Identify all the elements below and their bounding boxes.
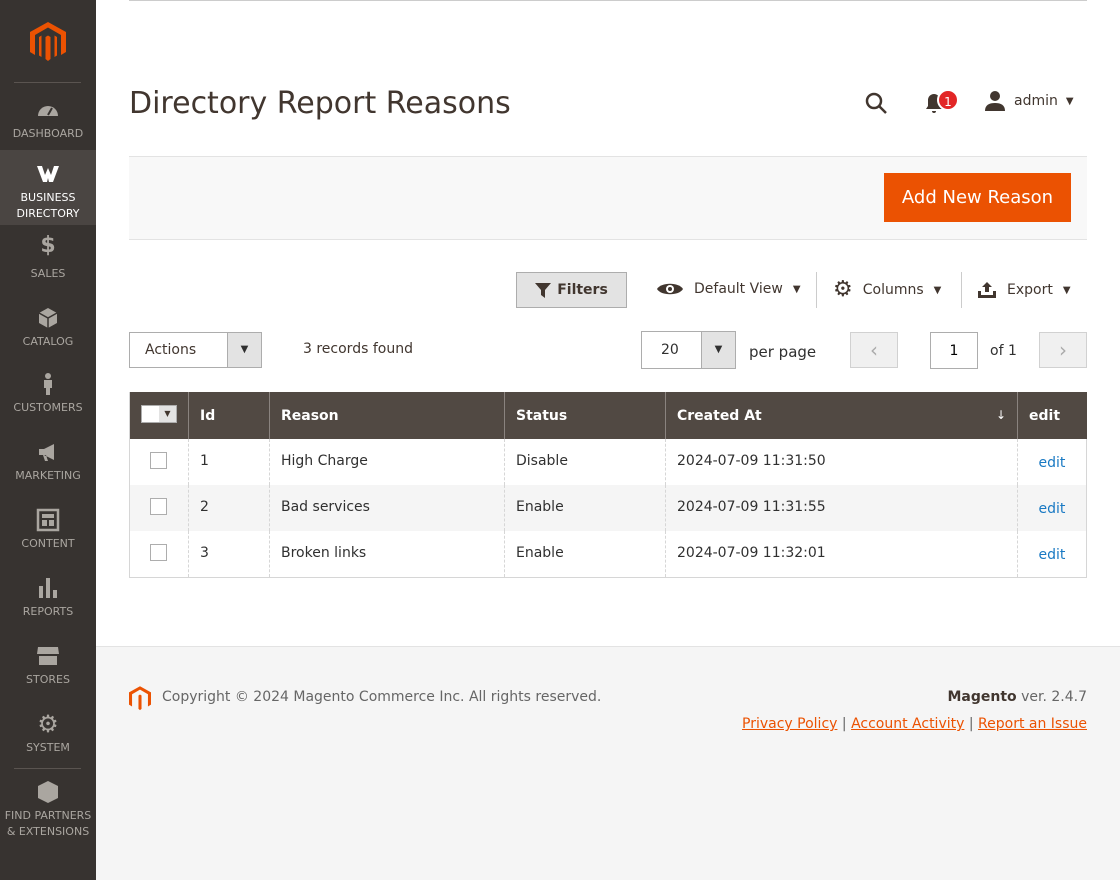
- sidebar-item-find-partners[interactable]: FIND PARTNERS & EXTENSIONS: [0, 780, 96, 840]
- column-header-edit: edit: [1017, 392, 1087, 439]
- column-header-created-at[interactable]: Created At ↓: [665, 392, 1018, 439]
- footer: Copyright © 2024 Magento Commerce Inc. A…: [96, 646, 1120, 880]
- chevron-left-icon: ‹: [870, 338, 878, 362]
- dollar-icon: $: [40, 233, 56, 258]
- search-icon[interactable]: [864, 91, 888, 115]
- mass-actions-select[interactable]: Actions ▼: [129, 332, 262, 368]
- sidebar-item-stores[interactable]: STORES: [0, 644, 96, 688]
- per-page-select[interactable]: 20 ▼: [641, 331, 736, 369]
- filters-button[interactable]: Filters: [516, 272, 627, 308]
- columns-button[interactable]: ⚙ Columns ▼: [833, 277, 942, 302]
- notification-count: 1: [937, 89, 959, 111]
- footer-links: Privacy Policy | Account Activity | Repo…: [742, 716, 1087, 732]
- privacy-policy-link[interactable]: Privacy Policy: [742, 716, 838, 732]
- sidebar-item-catalog[interactable]: CATALOG: [0, 306, 96, 350]
- gear-icon: ⚙: [833, 277, 853, 302]
- sidebar-item-content[interactable]: CONTENT: [0, 508, 96, 552]
- sidebar-item-business-directory[interactable]: BUSINESS DIRECTORY: [0, 150, 96, 225]
- column-header-id[interactable]: Id: [188, 392, 270, 439]
- copyright: Copyright © 2024 Magento Commerce Inc. A…: [162, 689, 602, 705]
- business-directory-icon: [37, 166, 59, 182]
- table-row: 2 Bad services Enable 2024-07-09 11:31:55 ed…: [129, 485, 1087, 531]
- magento-footer-logo: [129, 686, 151, 711]
- previous-page-button[interactable]: ‹: [850, 332, 898, 368]
- person-icon: [44, 373, 52, 395]
- chevron-down-icon: ▼: [1062, 284, 1071, 296]
- megaphone-icon: [39, 444, 54, 461]
- layout-icon: [36, 508, 60, 532]
- row-checkbox[interactable]: [150, 498, 167, 515]
- sort-arrow-icon: ↓: [995, 407, 1006, 422]
- bar-chart-icon: [39, 578, 57, 598]
- select-all-header[interactable]: ▼: [129, 392, 189, 439]
- add-new-reason-button[interactable]: Add New Reason: [884, 173, 1071, 222]
- chevron-down-icon: ▼: [1065, 95, 1074, 107]
- sidebar-item-dashboard[interactable]: DASHBOARD: [0, 98, 96, 144]
- chevron-down-icon: ▼: [933, 284, 942, 296]
- page-number-input[interactable]: [930, 332, 978, 369]
- chevron-down-icon: ▼: [227, 333, 261, 367]
- reasons-grid: ▼ Id Reason Status Created At ↓ edit 1 Hig…: [129, 392, 1087, 578]
- column-header-status[interactable]: Status: [504, 392, 666, 439]
- sidebar-item-sales[interactable]: $ SALES: [30, 233, 66, 281]
- chevron-down-icon: ▼: [792, 283, 801, 295]
- chevron-down-icon: ▼: [701, 332, 735, 368]
- dashboard-icon: [38, 106, 58, 116]
- sidebar-item-system[interactable]: ⚙ SYSTEM: [26, 710, 70, 754]
- sidebar: DASHBOARD BUSINESS DIRECTORY $ SALES CATA…: [0, 0, 96, 880]
- box-icon: [38, 308, 58, 328]
- edit-link[interactable]: edit: [1038, 501, 1066, 517]
- chevron-down-icon: ▼: [159, 406, 176, 422]
- records-count: 3 records found: [303, 341, 413, 357]
- blocks-icon: [38, 781, 58, 803]
- sidebar-item-marketing[interactable]: MARKETING: [0, 440, 96, 484]
- table-row: 3 Broken links Enable 2024-07-09 11:32:01 ed…: [129, 531, 1087, 578]
- export-button[interactable]: Export ▼: [977, 281, 1071, 299]
- row-checkbox[interactable]: [150, 452, 167, 469]
- upload-icon: [978, 282, 996, 298]
- next-page-button[interactable]: ›: [1039, 332, 1087, 368]
- account-activity-link[interactable]: Account Activity: [851, 716, 965, 732]
- sidebar-item-reports[interactable]: REPORTS: [0, 576, 96, 620]
- user-menu[interactable]: admin ▼: [984, 90, 1074, 112]
- row-checkbox[interactable]: [150, 544, 167, 561]
- report-issue-link[interactable]: Report an Issue: [978, 716, 1087, 732]
- table-row: 1 High Charge Disable 2024-07-09 11:31:50 ed…: [129, 439, 1087, 485]
- sidebar-item-customers[interactable]: CUSTOMERS: [0, 372, 96, 416]
- per-page-label: per page: [749, 343, 817, 361]
- funnel-icon: [535, 283, 552, 298]
- version: Magento ver. 2.4.7: [947, 689, 1087, 705]
- edit-link[interactable]: edit: [1038, 547, 1066, 563]
- edit-link[interactable]: edit: [1038, 455, 1066, 471]
- user-icon: [985, 91, 1005, 111]
- magento-logo[interactable]: [30, 22, 66, 62]
- page-title: Directory Report Reasons: [129, 86, 511, 121]
- store-icon: [37, 647, 59, 665]
- column-header-reason[interactable]: Reason: [269, 392, 505, 439]
- notifications-button[interactable]: 1: [924, 89, 959, 118]
- page-total: of 1: [990, 343, 1017, 359]
- view-switcher[interactable]: Default View ▼: [656, 280, 801, 298]
- chevron-right-icon: ›: [1059, 338, 1067, 362]
- top-divider: [129, 0, 1087, 1]
- gear-icon: ⚙: [37, 710, 59, 738]
- eye-icon: [657, 283, 683, 295]
